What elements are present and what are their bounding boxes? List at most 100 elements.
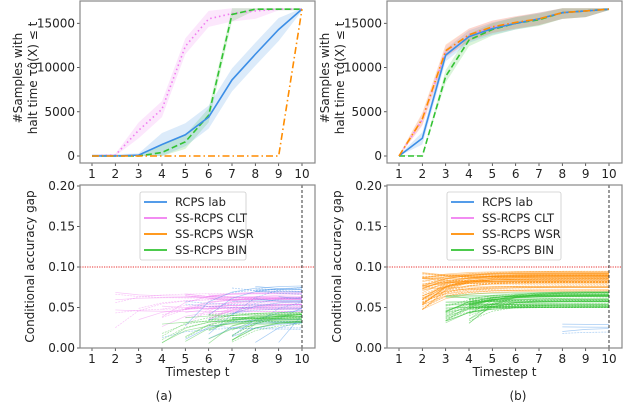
trajectory-line-ss-rcps-wsr: [422, 290, 610, 310]
trajectory-line-ss-rcps-wsr: [422, 279, 610, 295]
trajectory-line-ss-rcps-wsr: [422, 272, 610, 287]
y-tick-label: 0.00: [355, 341, 382, 355]
trajectory-line-ss-rcps-wsr: [422, 287, 610, 303]
trajectory-line-ss-rcps-wsr: [422, 287, 610, 309]
trajectory-line-ss-rcps-wsr: [422, 274, 610, 305]
trajectory-line-rcps-lab: [255, 285, 303, 291]
trajectory-line-ss-rcps-clt: [208, 304, 303, 327]
trajectory-line-ss-rcps-bin: [468, 292, 610, 324]
trajectory-line-ss-rcps-bin: [231, 320, 303, 341]
trajectory-line-ss-rcps-bin: [161, 317, 303, 334]
trajectory-line-ss-rcps-bin: [231, 323, 303, 343]
trajectory-line-ss-rcps-wsr: [422, 275, 610, 289]
trajectory-line-ss-rcps-clt: [208, 298, 303, 321]
x-tick-label: 7: [535, 352, 543, 366]
y-tick-label: 0.20: [48, 179, 75, 193]
trajectory-line-ss-rcps-clt: [208, 304, 303, 320]
trajectory-line-ss-rcps-bin: [208, 313, 303, 330]
trajectory-line-rcps-lab: [255, 288, 303, 291]
trajectory-line-rcps-lab: [255, 301, 303, 325]
trajectory-line-rcps-lab: [231, 318, 303, 323]
x-tick-label: 1: [395, 352, 403, 366]
trajectory-line-ss-rcps-wsr: [422, 273, 610, 278]
trajectory-line-ss-rcps-bin: [468, 300, 610, 316]
trajectory-line-rcps-lab: [278, 307, 303, 320]
trajectory-line-ss-rcps-bin: [468, 292, 610, 306]
trajectory-line-rcps-lab: [208, 287, 303, 316]
x-tick-label: 8: [559, 167, 567, 181]
trajectory-line-ss-rcps-clt: [208, 291, 303, 297]
trajectory-line-ss-rcps-wsr: [422, 273, 610, 306]
trajectory-line-ss-rcps-wsr: [422, 280, 610, 297]
trajectory-line-ss-rcps-bin: [468, 306, 610, 309]
y-tick-label: 10000: [344, 61, 382, 75]
trajectory-line-ss-rcps-bin: [445, 297, 610, 312]
trajectory-line-rcps-lab: [255, 287, 303, 292]
trajectory-line-ss-rcps-clt: [208, 304, 303, 308]
y-axis-label: #Samples with: [11, 33, 25, 124]
x-tick-label: 10: [294, 167, 309, 181]
trajectory-line-rcps-lab: [255, 290, 303, 295]
trajectory-line-ss-rcps-bin: [445, 301, 610, 320]
plot-area: [398, 8, 610, 157]
legend-label: SS-RCPS WSR: [175, 227, 254, 241]
trajectory-line-rcps-lab: [255, 321, 303, 343]
y-axis-label: #Samples with: [318, 33, 332, 124]
trajectory-line-ss-rcps-wsr: [422, 274, 610, 293]
x-tick-label: 7: [228, 352, 236, 366]
series-line-ss-rcps-bin: [92, 8, 302, 157]
trajectory-line-ss-rcps-clt: [115, 309, 303, 312]
trajectory-line-ss-rcps-bin: [468, 295, 610, 306]
x-tick-label: 3: [135, 167, 143, 181]
trajectory-line-ss-rcps-wsr: [422, 276, 610, 301]
trajectory-line-ss-rcps-bin: [445, 295, 610, 297]
series-line-ss-rcps-bin: [399, 8, 610, 157]
y-tick-label: 15000: [37, 16, 75, 30]
x-tick-label: 4: [158, 167, 166, 181]
trajectory-line-ss-rcps-clt: [115, 293, 303, 304]
x-tick-label: 8: [252, 352, 260, 366]
trajectory-line-ss-rcps-bin: [445, 306, 610, 322]
x-tick-label: 10: [601, 167, 616, 181]
x-tick-label: 5: [489, 352, 497, 366]
trajectory-line-rcps-lab: [562, 328, 610, 332]
trajectory-line-ss-rcps-wsr: [422, 282, 610, 304]
trajectory-line-rcps-lab: [231, 309, 303, 337]
trajectory-line-ss-rcps-wsr: [422, 289, 610, 307]
trajectory-line-ss-rcps-clt: [208, 308, 303, 316]
trajectory-line-ss-rcps-bin: [231, 320, 303, 341]
trajectory-line-ss-rcps-wsr: [422, 277, 610, 304]
legend-label: SS-RCPS CLT: [175, 211, 248, 225]
trajectory-line-ss-rcps-clt: [208, 298, 303, 304]
chart-panel-a-samples: 1 2 3 4 5 6 7 8 9 10 0 5000 10000 15000 #Samples with h…: [11, 0, 316, 181]
plot-area: [91, 8, 303, 157]
trajectory-line-ss-rcps-bin: [468, 296, 610, 306]
trajectory-line-ss-rcps-bin: [185, 319, 303, 342]
trajectory-line-ss-rcps-bin: [445, 305, 610, 310]
trajectory-line-ss-rcps-bin: [468, 301, 610, 314]
trajectory-line-ss-rcps-clt: [208, 306, 303, 314]
trajectory-line-ss-rcps-wsr: [422, 282, 610, 289]
trajectory-line-ss-rcps-wsr: [422, 271, 610, 286]
y-tick-label: 0.15: [355, 220, 382, 234]
trajectory-line-ss-rcps-wsr: [422, 285, 610, 300]
trajectory-line-ss-rcps-bin: [468, 294, 610, 304]
x-tick-label: 7: [228, 167, 236, 181]
trajectory-line-ss-rcps-bin: [231, 314, 303, 341]
trajectory-line-ss-rcps-bin: [445, 295, 610, 301]
trajectory-line-ss-rcps-clt: [185, 306, 303, 313]
x-tick-label: 2: [419, 352, 427, 366]
trajectory-line-ss-rcps-wsr: [422, 273, 610, 287]
trajectory-line-ss-rcps-clt: [208, 297, 303, 314]
x-tick-label: 6: [512, 352, 520, 366]
axes-frame: [79, 184, 316, 349]
trajectory-line-ss-rcps-bin: [468, 302, 610, 311]
trajectory-line-ss-rcps-bin: [445, 300, 610, 316]
trajectory-line-ss-rcps-bin: [161, 313, 303, 337]
trajectory-line-ss-rcps-bin: [185, 316, 303, 339]
x-tick-label: 6: [512, 167, 520, 181]
x-tick-label: 6: [205, 167, 213, 181]
x-tick-label: 10: [294, 352, 309, 366]
y-tick-label: 0.15: [48, 220, 75, 234]
